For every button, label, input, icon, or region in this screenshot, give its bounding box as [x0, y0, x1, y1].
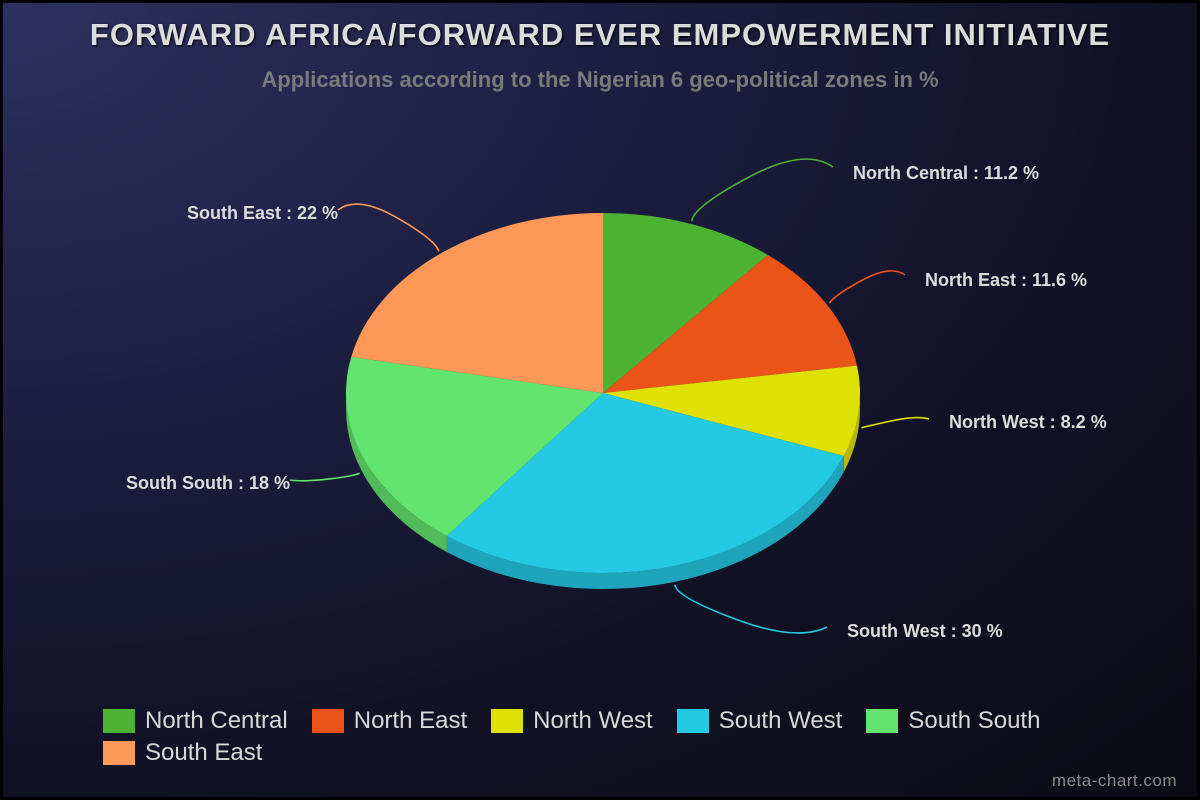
legend-item-north-central[interactable]: North Central: [103, 706, 288, 735]
slice-label-south-east: South East : 22 %: [187, 203, 338, 223]
legend-swatch: [866, 708, 899, 733]
slice-labels: North Central : 11.2 % North East : 11.6 …: [126, 158, 1107, 641]
leader-line-north-west: [861, 416, 930, 429]
pie-side-south-south: [346, 393, 447, 552]
legend-item-south-east[interactable]: South East: [103, 738, 262, 767]
legend-item-south-west[interactable]: South West: [676, 706, 843, 735]
leader-line-north-east: [828, 270, 906, 304]
credit-text: meta-chart.com: [1051, 771, 1177, 790]
pie-side-north-west: [843, 393, 860, 473]
slice-label-south-south: South South : 18 %: [126, 473, 290, 493]
legend-swatch: [311, 708, 344, 733]
pie-chart: North Central : 11.2 % North East : 11.6 …: [126, 158, 1107, 641]
pie-side-walls: [346, 393, 860, 590]
pie-slice-north-east[interactable]: [603, 254, 858, 393]
legend-swatch: [491, 708, 524, 733]
legend: North Central North East North West South W…: [103, 706, 1163, 767]
pie-slice-north-west[interactable]: [603, 365, 860, 457]
leader-line-south-west: [673, 584, 828, 634]
chart-title: FORWARD AFRICA/FORWARD EVER EMPOWERMENT …: [89, 17, 1111, 52]
slice-label-south-west: South West : 30 %: [847, 621, 1003, 641]
pie-slice-south-west[interactable]: [446, 393, 844, 573]
leader-line-south-east: [337, 203, 440, 252]
pie-slice-south-south[interactable]: [346, 356, 603, 536]
leader-line-south-south: [289, 472, 361, 482]
pie-slice-south-east[interactable]: [351, 213, 603, 393]
chart-subtitle: Applications according to the Nigerian 6…: [261, 67, 939, 92]
legend-swatch: [103, 740, 135, 765]
pie-side-south-west: [446, 456, 844, 590]
legend-label: North East: [353, 706, 468, 734]
legend-swatch: [676, 708, 709, 733]
legend-label: South East: [145, 738, 263, 766]
pie-slices: [346, 213, 860, 573]
legend-item-north-east[interactable]: North East: [311, 706, 468, 735]
pie-slice-north-central[interactable]: [603, 213, 768, 393]
legend-item-north-west[interactable]: North West: [491, 706, 653, 735]
legend-label: South West: [718, 706, 843, 734]
legend-item-south-south[interactable]: South South: [866, 706, 1040, 735]
leader-line-north-central: [690, 158, 834, 222]
slice-label-north-east: North East : 11.6 %: [925, 270, 1087, 290]
legend-swatch: [103, 708, 135, 733]
legend-label: North West: [533, 706, 653, 734]
legend-label: North Central: [145, 706, 288, 734]
slice-label-north-central: North Central : 11.2 %: [853, 163, 1039, 183]
slice-label-north-west: North West : 8.2 %: [949, 412, 1107, 432]
legend-label: South South: [908, 706, 1041, 734]
